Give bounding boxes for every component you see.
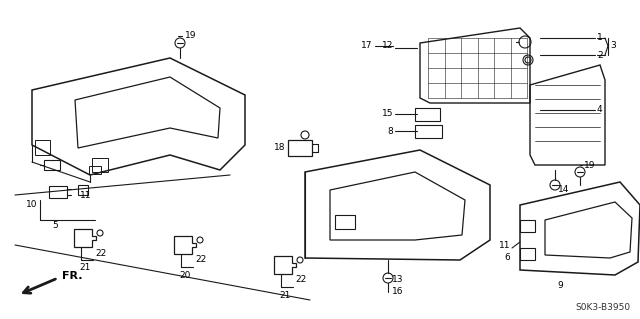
Text: 16: 16 bbox=[392, 287, 403, 296]
Text: 11: 11 bbox=[499, 241, 510, 249]
Text: 2: 2 bbox=[597, 50, 603, 60]
Text: 20: 20 bbox=[179, 271, 191, 279]
Text: 18: 18 bbox=[273, 144, 285, 152]
Text: 14: 14 bbox=[558, 186, 570, 195]
Text: 17: 17 bbox=[360, 41, 372, 50]
Text: 10: 10 bbox=[26, 200, 37, 209]
Text: 21: 21 bbox=[79, 263, 91, 272]
Text: 13: 13 bbox=[392, 276, 403, 285]
Text: 5: 5 bbox=[52, 220, 58, 229]
Text: 22: 22 bbox=[95, 249, 106, 257]
Text: 21: 21 bbox=[279, 291, 291, 300]
Text: 19: 19 bbox=[584, 160, 595, 169]
Text: 3: 3 bbox=[610, 41, 616, 50]
Text: 4: 4 bbox=[597, 106, 603, 115]
Text: 11: 11 bbox=[80, 190, 92, 199]
Text: S0K3-B3950: S0K3-B3950 bbox=[575, 303, 630, 313]
Text: 22: 22 bbox=[295, 276, 307, 285]
Text: 19: 19 bbox=[185, 32, 196, 41]
Text: 8: 8 bbox=[387, 127, 393, 136]
Text: 12: 12 bbox=[381, 41, 393, 50]
Text: 6: 6 bbox=[504, 254, 510, 263]
Text: 15: 15 bbox=[381, 109, 393, 118]
Text: 22: 22 bbox=[195, 256, 206, 264]
Text: 9: 9 bbox=[557, 280, 563, 290]
Text: FR.: FR. bbox=[62, 271, 83, 281]
Text: 1: 1 bbox=[597, 33, 603, 42]
